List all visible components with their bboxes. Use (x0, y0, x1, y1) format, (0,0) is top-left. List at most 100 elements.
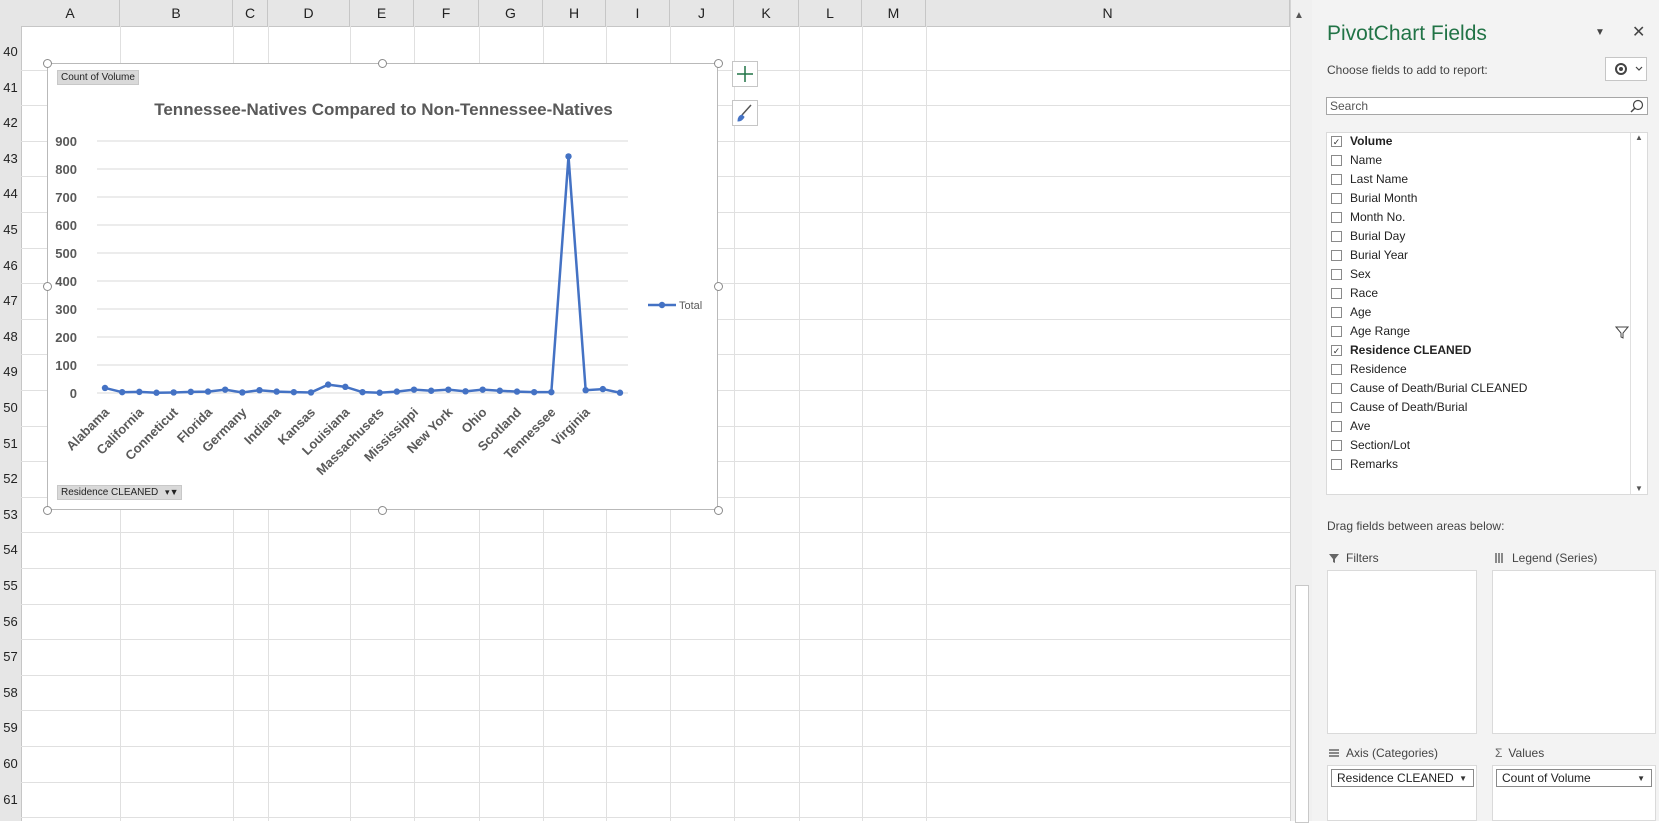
row-header-49[interactable]: 49 (3, 364, 18, 380)
resize-handle-nw[interactable] (43, 59, 52, 68)
data-point[interactable] (307, 389, 315, 396)
row-header-60[interactable]: 60 (3, 756, 18, 771)
checkbox[interactable] (1331, 458, 1342, 470)
data-point[interactable] (256, 387, 263, 394)
data-point[interactable] (118, 388, 126, 396)
field-item[interactable]: Burial Day (1331, 227, 1405, 245)
field-list[interactable]: ▲ ▼ ✓ Volume Name Last Name Burial Month Mont… (1326, 132, 1648, 495)
row-header-53[interactable]: 53 (3, 506, 18, 522)
column-header-I[interactable]: I (606, 0, 670, 26)
row-header-51[interactable]: 51 (3, 435, 18, 451)
value-field-button[interactable]: Count of Volume (57, 70, 139, 85)
chart-styles-button[interactable] (732, 100, 758, 126)
data-point[interactable] (582, 387, 589, 394)
column-header-C[interactable]: C (233, 0, 268, 26)
data-point[interactable] (393, 388, 401, 395)
series-line[interactable] (104, 156, 621, 394)
chevron-down-icon[interactable]: ▼ (1459, 774, 1467, 783)
checkbox[interactable] (1331, 192, 1342, 204)
field-item[interactable]: Burial Year (1331, 246, 1408, 264)
data-point[interactable] (462, 388, 469, 395)
row-header-41[interactable]: 41 (3, 79, 18, 95)
data-point[interactable] (204, 388, 212, 395)
field-item[interactable]: Sex (1331, 265, 1371, 283)
row-header-48[interactable]: 48 (3, 328, 18, 344)
data-point[interactable] (445, 386, 452, 393)
checkbox[interactable] (1331, 420, 1342, 432)
tools-button[interactable] (1605, 57, 1647, 81)
row-header-61[interactable]: 61 (3, 791, 18, 807)
row-header-42[interactable]: 42 (3, 115, 18, 131)
row-header-52[interactable]: 52 (3, 471, 18, 487)
data-point[interactable] (599, 385, 607, 393)
field-item[interactable]: Age (1331, 303, 1371, 321)
data-point[interactable] (290, 388, 298, 396)
checkbox[interactable] (1331, 306, 1342, 318)
field-item[interactable]: Residence (1331, 360, 1407, 378)
checkbox[interactable] (1331, 401, 1342, 413)
data-point[interactable] (273, 388, 280, 395)
field-item[interactable]: ✓ Volume (1331, 132, 1392, 150)
field-item[interactable]: Name (1331, 151, 1382, 169)
data-point[interactable] (153, 389, 160, 396)
column-header-A[interactable]: A (21, 0, 120, 26)
data-point[interactable] (410, 386, 418, 393)
column-header-E[interactable]: E (350, 0, 414, 26)
pivot-chart[interactable]: Count of Volume Tennessee-Natives Compar… (47, 63, 718, 510)
column-header-H[interactable]: H (543, 0, 606, 26)
filter-icon[interactable] (1615, 325, 1629, 339)
row-header-58[interactable]: 58 (3, 684, 18, 700)
field-item[interactable]: Race (1331, 284, 1378, 302)
data-point[interactable] (376, 389, 383, 396)
row-header-44[interactable]: 44 (3, 186, 18, 202)
field-item[interactable]: Burial Month (1331, 189, 1417, 207)
resize-handle-n[interactable] (378, 59, 387, 68)
data-point[interactable] (496, 387, 504, 394)
data-point[interactable] (170, 389, 177, 396)
row-header-56[interactable]: 56 (3, 613, 18, 629)
resize-handle-e[interactable] (714, 282, 723, 291)
column-header-D[interactable]: D (268, 0, 350, 26)
field-item[interactable]: Cause of Death/Burial CLEANED (1331, 379, 1527, 397)
field-list-scrollbar[interactable]: ▲ ▼ (1630, 133, 1647, 494)
column-header-M[interactable]: M (862, 0, 926, 26)
row-header-59[interactable]: 59 (3, 720, 18, 736)
filters-area[interactable] (1327, 570, 1477, 734)
resize-handle-s[interactable] (378, 506, 387, 515)
column-header-B[interactable]: B (120, 0, 233, 26)
checkbox-checked[interactable]: ✓ (1331, 344, 1342, 356)
values-area[interactable]: Count of Volume ▼ (1492, 765, 1656, 821)
row-header-50[interactable]: 50 (3, 400, 18, 415)
data-point[interactable] (101, 384, 109, 392)
legend-area[interactable] (1492, 570, 1656, 734)
checkbox[interactable] (1331, 382, 1342, 394)
row-header-55[interactable]: 55 (3, 578, 18, 593)
scroll-up-arrow-icon[interactable]: ▲ (1635, 133, 1643, 142)
chart-title[interactable]: Tennessee-Natives Compared to Non-Tennes… (154, 100, 613, 119)
field-search-input[interactable]: Search (1326, 97, 1648, 115)
column-header-L[interactable]: L (799, 0, 862, 26)
data-point[interactable] (136, 388, 143, 396)
checkbox[interactable] (1331, 363, 1342, 375)
checkbox[interactable] (1331, 268, 1342, 280)
field-item[interactable]: Cause of Death/Burial (1331, 398, 1467, 416)
row-header-40[interactable]: 40 (3, 44, 18, 59)
field-item[interactable]: Last Name (1331, 170, 1408, 188)
row-header-46[interactable]: 46 (3, 257, 18, 273)
row-header-45[interactable]: 45 (3, 222, 18, 237)
close-icon[interactable]: ✕ (1632, 24, 1646, 41)
data-point[interactable] (342, 383, 349, 391)
checkbox[interactable] (1331, 211, 1342, 223)
field-item[interactable]: Section/Lot (1331, 436, 1410, 454)
checkbox-checked[interactable]: ✓ (1331, 135, 1342, 147)
filter-dropdown-icon[interactable]: ▾▼ (165, 487, 179, 497)
data-point[interactable] (479, 386, 486, 393)
values-field-dropdown[interactable]: Count of Volume ▼ (1496, 769, 1652, 787)
row-header-43[interactable]: 43 (3, 150, 18, 166)
data-point[interactable] (565, 153, 572, 160)
column-header-F[interactable]: F (414, 0, 479, 26)
checkbox[interactable] (1331, 439, 1342, 451)
data-point[interactable] (187, 388, 195, 396)
checkbox[interactable] (1331, 249, 1342, 261)
